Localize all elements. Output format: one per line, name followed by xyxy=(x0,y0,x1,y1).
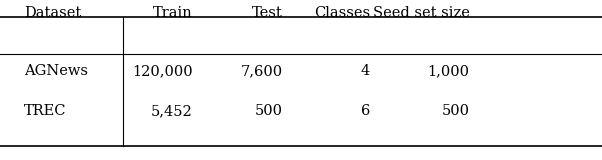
Text: Dataset: Dataset xyxy=(24,6,81,20)
Text: Classes: Classes xyxy=(314,6,370,20)
Text: 5,452: 5,452 xyxy=(151,104,193,118)
Text: 500: 500 xyxy=(255,104,283,118)
Text: TREC: TREC xyxy=(24,104,67,118)
Text: 7,600: 7,600 xyxy=(241,64,283,78)
Text: Seed set size: Seed set size xyxy=(373,6,470,20)
Text: 1,000: 1,000 xyxy=(427,64,470,78)
Text: 120,000: 120,000 xyxy=(132,64,193,78)
Text: 6: 6 xyxy=(361,104,370,118)
Text: Test: Test xyxy=(252,6,283,20)
Text: Train: Train xyxy=(153,6,193,20)
Text: 500: 500 xyxy=(441,104,470,118)
Text: AGNews: AGNews xyxy=(24,64,88,78)
Text: 4: 4 xyxy=(361,64,370,78)
